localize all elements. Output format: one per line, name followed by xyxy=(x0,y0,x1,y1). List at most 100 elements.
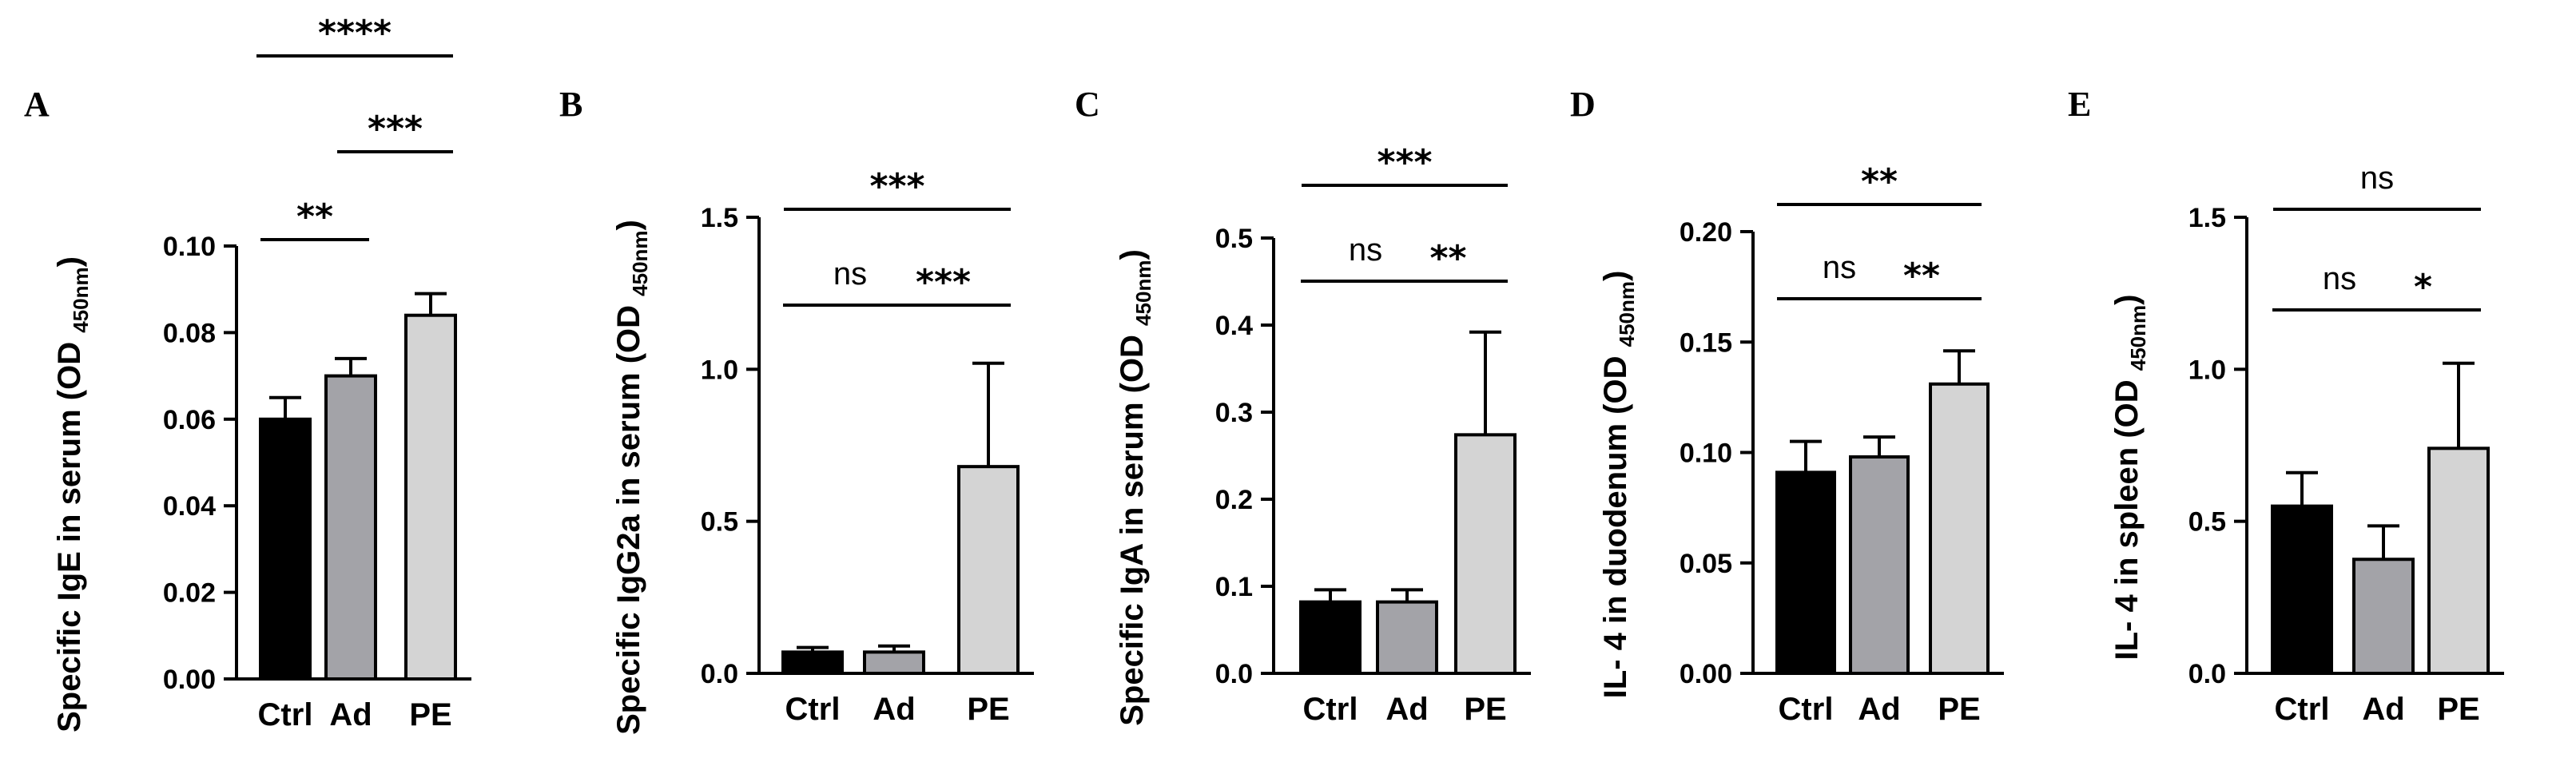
y-tick-label: 0.04 xyxy=(163,491,216,522)
x-tick-label: Ctrl xyxy=(258,697,313,732)
x-tick-label: PE xyxy=(967,692,1009,727)
x-tick-label: PE xyxy=(2437,692,2479,727)
y-axis-label-close: ) xyxy=(2109,295,2145,305)
y-tick-label: 0.02 xyxy=(163,578,216,609)
significance-label: *** xyxy=(916,262,971,303)
y-axis-label-sub: 450nm xyxy=(1615,281,1639,347)
y-tick-label: 0.5 xyxy=(1215,224,1253,254)
bar-pe xyxy=(404,313,457,681)
panel-letter: D xyxy=(1570,85,1596,124)
x-tick-label: Ad xyxy=(873,692,915,727)
bar-ad xyxy=(324,374,377,681)
y-axis-label-close: ) xyxy=(1115,249,1150,260)
y-tick-label: 0.10 xyxy=(163,232,216,262)
significance-label: * xyxy=(2414,267,2432,308)
x-tick-label: Ad xyxy=(1385,692,1428,727)
panel-letter: A xyxy=(24,85,50,124)
y-tick-label: 0.10 xyxy=(1680,439,1732,469)
significance-label: ** xyxy=(296,196,333,237)
bar-ad xyxy=(863,650,925,675)
y-axis-label-close: ) xyxy=(1598,271,1633,281)
panel-B: B 0.0 0.5 1.0 1.5 Ctrl Ad PE ns *** *** Specific Ig… xyxy=(559,85,1034,735)
bar-pe xyxy=(2427,447,2490,675)
y-tick-label: 0.0 xyxy=(701,659,738,689)
y-tick-label: 0.3 xyxy=(1215,398,1253,428)
x-tick-label: Ad xyxy=(1858,692,1900,727)
significance-label: *** xyxy=(368,109,423,149)
y-tick-label: 1.0 xyxy=(2188,355,2226,385)
panel-E: E 0.0 0.5 1.0 1.5 Ctrl Ad PE ns * ns IL- 4 in splee… xyxy=(2068,85,2504,727)
y-tick-label: 0.0 xyxy=(2188,659,2226,689)
bar-pe xyxy=(957,465,1020,675)
y-tick-label: 1.5 xyxy=(2188,203,2226,233)
bar-ad xyxy=(1849,455,1910,676)
y-tick-label: 0.4 xyxy=(1215,311,1253,341)
panel-D: D 0.00 0.05 0.10 0.15 0.20 Ctrl Ad PE ns ** ** IL- 4… xyxy=(1570,85,2004,727)
y-tick-label: 0.1 xyxy=(1215,572,1253,602)
bar-ad xyxy=(2352,558,2415,675)
significance-label: ns xyxy=(1349,232,1382,268)
bar-ctrl xyxy=(259,417,312,681)
y-axis-label-main: Specific IgE in serum (OD xyxy=(52,333,87,732)
significance-label: **** xyxy=(318,13,392,54)
y-axis-label: IL- 4 in duodenum (OD 450nm) xyxy=(1598,271,1639,699)
significance-label: *** xyxy=(869,166,924,207)
x-tick-label: PE xyxy=(409,697,451,732)
significance-label: ** xyxy=(1861,161,1898,202)
bar-ad xyxy=(1376,600,1438,675)
y-axis-label: Specific IgA in serum (OD 450nm) xyxy=(1115,249,1155,726)
y-axis-label-main: Specific IgA in serum (OD xyxy=(1115,326,1150,726)
bar-pe xyxy=(1929,382,1990,675)
y-tick-label: 0.06 xyxy=(163,405,216,435)
y-axis-label: IL- 4 in spleen (OD 450nm) xyxy=(2109,295,2150,661)
y-axis-label: Specific IgG2a in serum (OD 450nm) xyxy=(611,220,652,735)
y-axis-label-close: ) xyxy=(52,256,87,267)
y-tick-label: 0.2 xyxy=(1215,485,1253,515)
significance-label: ** xyxy=(1429,238,1466,279)
bar-ctrl xyxy=(781,650,844,675)
y-axis-label-sub: 450nm xyxy=(1131,260,1155,326)
y-axis-label-main: IL- 4 in spleen (OD xyxy=(2109,371,2145,660)
y-tick-label: 0.5 xyxy=(2188,507,2226,538)
x-tick-label: Ctrl xyxy=(2275,692,2330,727)
y-axis-label-main: Specific IgG2a in serum (OD xyxy=(611,296,646,735)
bar-ctrl xyxy=(2271,504,2333,676)
significance-label: ns xyxy=(1823,250,1856,285)
y-axis-label-sub: 450nm xyxy=(69,267,93,332)
x-tick-label: Ctrl xyxy=(1303,692,1358,727)
y-tick-label: 0.08 xyxy=(163,318,216,348)
y-tick-label: 0.05 xyxy=(1680,549,1732,579)
x-tick-label: Ad xyxy=(2362,692,2404,727)
x-tick-label: Ctrl xyxy=(1779,692,1834,727)
y-axis-label-sub: 450nm xyxy=(628,230,652,296)
y-axis-label-main: IL- 4 in duodenum (OD xyxy=(1598,347,1633,698)
y-axis-label-close: ) xyxy=(611,220,646,230)
y-tick-label: 0.00 xyxy=(1680,659,1732,689)
significance-label: *** xyxy=(1377,142,1432,183)
y-tick-label: 0.5 xyxy=(701,507,738,538)
bar-pe xyxy=(1454,433,1517,676)
y-tick-label: 1.5 xyxy=(701,203,738,233)
y-axis-label: Specific IgE in serum (OD 450nm) xyxy=(52,256,93,732)
significance-label: ns xyxy=(833,256,867,292)
y-tick-label: 1.0 xyxy=(701,355,738,385)
y-tick-label: 0.20 xyxy=(1680,217,1732,248)
y-tick-label: 0.15 xyxy=(1680,327,1732,358)
significance-label: ** xyxy=(1903,256,1940,296)
significance-label: ns xyxy=(2323,261,2356,296)
x-tick-label: PE xyxy=(1464,692,1506,727)
x-tick-label: Ad xyxy=(329,697,372,732)
significance-label: ns xyxy=(2360,161,2394,196)
x-tick-label: Ctrl xyxy=(785,692,841,727)
y-tick-label: 0.00 xyxy=(163,665,216,695)
bar-ctrl xyxy=(1775,470,1836,676)
bar-ctrl xyxy=(1299,600,1362,675)
y-tick-label: 0.0 xyxy=(1215,659,1253,689)
x-tick-label: PE xyxy=(1938,692,1980,727)
panel-letter: B xyxy=(559,85,582,124)
y-axis-label-sub: 450nm xyxy=(2126,305,2150,371)
panel-letter: E xyxy=(2068,85,2091,124)
